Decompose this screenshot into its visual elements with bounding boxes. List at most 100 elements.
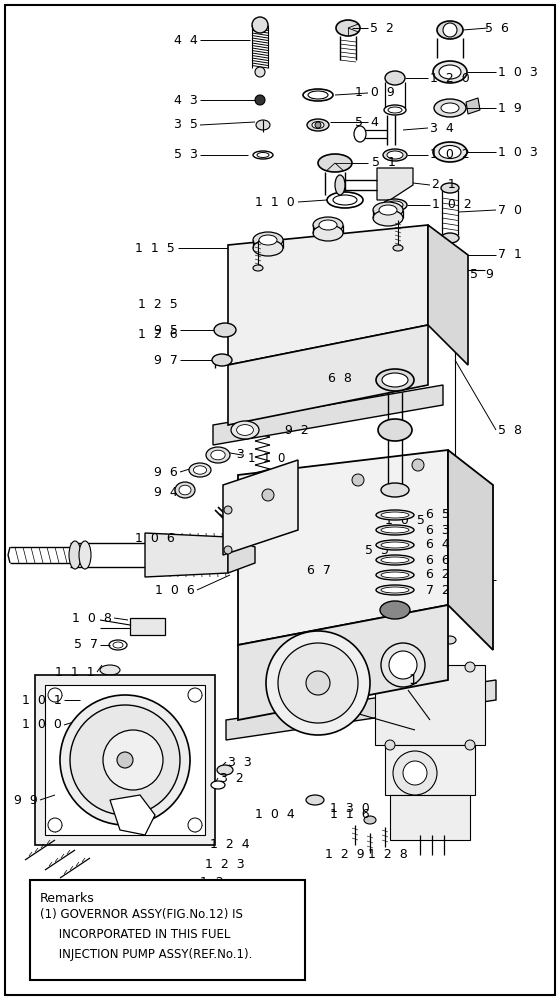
- Polygon shape: [377, 168, 413, 200]
- Ellipse shape: [433, 142, 467, 162]
- Text: 1  0  2: 1 0 2: [432, 198, 472, 212]
- Polygon shape: [228, 325, 428, 425]
- Text: 1  0  4: 1 0 4: [255, 808, 295, 822]
- Polygon shape: [238, 605, 448, 720]
- Ellipse shape: [327, 192, 363, 208]
- Ellipse shape: [193, 466, 207, 474]
- Text: 1  0  3: 1 0 3: [498, 145, 538, 158]
- Text: 5  7: 5 7: [74, 639, 98, 652]
- Bar: [375, 665, 485, 745]
- Text: 5  2: 5 2: [370, 21, 394, 34]
- Text: 1  0  8: 1 0 8: [72, 611, 112, 624]
- Text: 1  2  9: 1 2 9: [325, 848, 365, 861]
- Ellipse shape: [211, 450, 225, 460]
- Ellipse shape: [381, 542, 409, 548]
- Text: 1  0  6: 1 0 6: [136, 532, 175, 544]
- Circle shape: [352, 474, 364, 486]
- Bar: [385, 745, 475, 795]
- Circle shape: [262, 489, 274, 501]
- Circle shape: [70, 705, 180, 815]
- Circle shape: [389, 651, 417, 679]
- Text: 3  4: 3 4: [430, 121, 454, 134]
- Ellipse shape: [381, 557, 409, 563]
- Ellipse shape: [303, 89, 333, 101]
- Polygon shape: [213, 385, 443, 445]
- Ellipse shape: [253, 151, 273, 159]
- Circle shape: [412, 459, 424, 471]
- Circle shape: [252, 17, 268, 33]
- Ellipse shape: [380, 601, 410, 619]
- Ellipse shape: [441, 103, 459, 113]
- Text: 1  2  5: 1 2 5: [138, 298, 178, 312]
- Ellipse shape: [443, 251, 457, 258]
- Circle shape: [465, 662, 475, 672]
- Text: 1  0  0: 1 0 0: [22, 718, 62, 732]
- Text: 3  3: 3 3: [228, 756, 252, 768]
- Ellipse shape: [308, 91, 328, 99]
- Text: 1  2  6: 1 2 6: [138, 328, 178, 342]
- Text: 1  1  0: 1 1 0: [255, 196, 295, 209]
- Polygon shape: [448, 450, 493, 650]
- Text: 1  0  2: 1 0 2: [430, 148, 470, 161]
- Circle shape: [224, 546, 232, 554]
- Text: 7: 7: [228, 516, 236, 528]
- Polygon shape: [466, 98, 480, 114]
- Ellipse shape: [69, 541, 81, 569]
- Text: 5  3: 5 3: [174, 148, 198, 161]
- Text: 7  1: 7 1: [498, 248, 522, 261]
- Text: 9  6: 9 6: [154, 466, 178, 479]
- Text: 1  3  0: 1 3 0: [330, 802, 370, 814]
- Text: 3  5: 3 5: [174, 118, 198, 131]
- Circle shape: [306, 671, 330, 695]
- Bar: [390, 795, 470, 840]
- Polygon shape: [226, 680, 496, 740]
- Ellipse shape: [403, 650, 417, 660]
- Polygon shape: [130, 618, 165, 635]
- Ellipse shape: [382, 373, 408, 387]
- Text: 7  2: 7 2: [426, 584, 450, 596]
- Ellipse shape: [385, 71, 405, 85]
- Ellipse shape: [231, 421, 259, 439]
- Ellipse shape: [373, 202, 403, 218]
- Text: 9  7: 9 7: [154, 354, 178, 366]
- Circle shape: [315, 122, 321, 128]
- Ellipse shape: [79, 541, 91, 569]
- Text: 5  6: 5 6: [485, 21, 509, 34]
- Text: 9  2: 9 2: [285, 424, 309, 436]
- Ellipse shape: [212, 354, 232, 366]
- Text: 6  2: 6 2: [426, 568, 450, 582]
- Text: 5  9: 5 9: [470, 268, 494, 282]
- Circle shape: [443, 23, 457, 37]
- Ellipse shape: [236, 425, 253, 435]
- Circle shape: [188, 818, 202, 832]
- Text: 1  1  6: 1 1 6: [330, 808, 370, 822]
- Ellipse shape: [335, 175, 345, 195]
- Ellipse shape: [313, 225, 343, 241]
- Circle shape: [385, 662, 395, 672]
- Ellipse shape: [259, 235, 277, 245]
- Ellipse shape: [376, 525, 414, 535]
- Text: Remarks: Remarks: [40, 892, 95, 905]
- Ellipse shape: [441, 233, 459, 243]
- Text: 1  1  5: 1 1 5: [136, 241, 175, 254]
- Text: 9  5: 9 5: [154, 324, 178, 336]
- Text: 5  4: 5 4: [355, 115, 379, 128]
- Ellipse shape: [393, 245, 403, 251]
- Text: 1  0  5: 1 0 5: [385, 514, 425, 526]
- Ellipse shape: [100, 665, 120, 675]
- Circle shape: [188, 688, 202, 702]
- Circle shape: [255, 67, 265, 77]
- Ellipse shape: [438, 249, 462, 261]
- Ellipse shape: [253, 240, 283, 256]
- Ellipse shape: [378, 419, 412, 441]
- Text: 4  4: 4 4: [174, 33, 198, 46]
- Text: 5  8: 5 8: [498, 424, 522, 436]
- Polygon shape: [428, 225, 468, 365]
- Text: 1  2  4: 1 2 4: [210, 838, 250, 852]
- Text: (1) GOVERNOR ASSY(FIG.No.12) IS: (1) GOVERNOR ASSY(FIG.No.12) IS: [40, 908, 243, 921]
- Ellipse shape: [354, 126, 366, 142]
- Polygon shape: [145, 533, 228, 577]
- Ellipse shape: [257, 152, 269, 157]
- Ellipse shape: [387, 201, 403, 209]
- Ellipse shape: [217, 765, 233, 775]
